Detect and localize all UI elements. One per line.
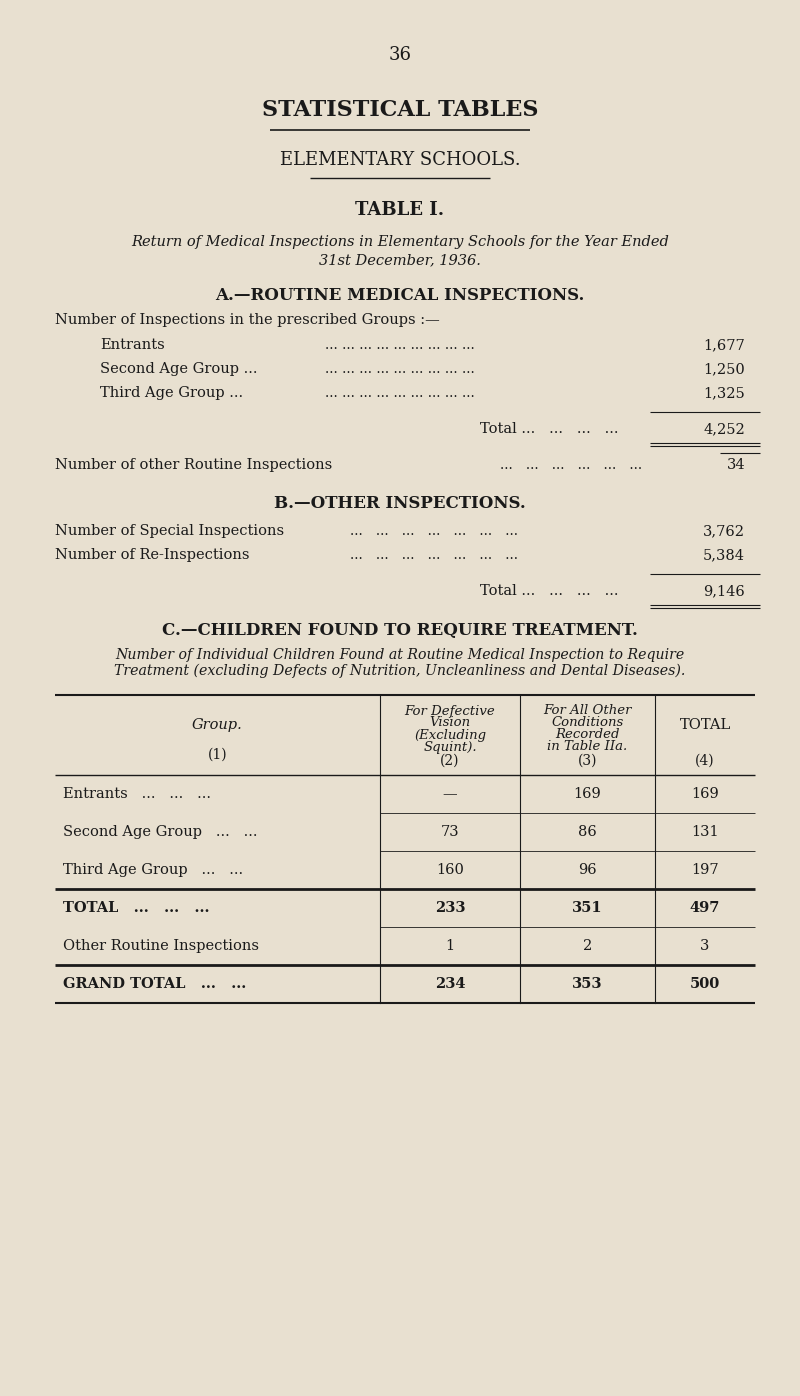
Text: Vision: Vision [430,716,470,730]
Text: 36: 36 [389,46,411,64]
Text: Recorded: Recorded [555,729,620,741]
Text: (Excluding: (Excluding [414,729,486,741]
Text: 96: 96 [578,863,597,877]
Text: Total ...   ...   ...   ...: Total ... ... ... ... [480,584,618,597]
Text: —: — [442,787,458,801]
Text: 500: 500 [690,977,720,991]
Text: STATISTICAL TABLES: STATISTICAL TABLES [262,99,538,121]
Text: in Table IIa.: in Table IIa. [547,740,628,754]
Text: 1: 1 [446,940,454,953]
Text: 197: 197 [691,863,719,877]
Text: ELEMENTARY SCHOOLS.: ELEMENTARY SCHOOLS. [280,151,520,169]
Text: Second Age Group   ...   ...: Second Age Group ... ... [63,825,258,839]
Text: Entrants   ...   ...   ...: Entrants ... ... ... [63,787,211,801]
Text: 3,762: 3,762 [703,524,745,537]
Text: Number of Individual Children Found at Routine Medical Inspection to Require: Number of Individual Children Found at R… [115,648,685,662]
Text: Number of Inspections in the prescribed Groups :—: Number of Inspections in the prescribed … [55,313,440,327]
Text: TOTAL: TOTAL [679,718,730,732]
Text: Squint).: Squint). [423,740,477,754]
Text: 1,250: 1,250 [703,362,745,376]
Text: C.—CHILDREN FOUND TO REQUIRE TREATMENT.: C.—CHILDREN FOUND TO REQUIRE TREATMENT. [162,623,638,639]
Text: 2: 2 [583,940,592,953]
Text: 34: 34 [726,458,745,472]
Text: 234: 234 [434,977,466,991]
Text: ...   ...   ...   ...   ...   ...: ... ... ... ... ... ... [500,458,642,472]
Text: ...   ...   ...   ...   ...   ...   ...: ... ... ... ... ... ... ... [350,549,518,563]
Text: ... ... ... ... ... ... ... ... ...: ... ... ... ... ... ... ... ... ... [325,338,475,352]
Text: 86: 86 [578,825,597,839]
Text: Treatment (excluding Defects of Nutrition, Uncleanliness and Dental Diseases).: Treatment (excluding Defects of Nutritio… [114,664,686,678]
Text: 353: 353 [572,977,602,991]
Text: Return of Medical Inspections in Elementary Schools for the Year Ended: Return of Medical Inspections in Element… [131,235,669,248]
Text: TOTAL   ...   ...   ...: TOTAL ... ... ... [63,900,210,914]
Text: TABLE I.: TABLE I. [355,201,445,219]
Text: Group.: Group. [192,718,243,732]
Text: 497: 497 [690,900,720,914]
Text: ...   ...   ...   ...   ...   ...   ...: ... ... ... ... ... ... ... [350,524,518,537]
Text: 73: 73 [441,825,459,839]
Text: 131: 131 [691,825,719,839]
Text: 3: 3 [700,940,710,953]
Text: 351: 351 [572,900,603,914]
Text: Number of Special Inspections: Number of Special Inspections [55,524,284,537]
Text: (1): (1) [208,748,227,762]
Text: Number of other Routine Inspections: Number of other Routine Inspections [55,458,332,472]
Text: 4,252: 4,252 [703,422,745,436]
Text: B.—OTHER INSPECTIONS.: B.—OTHER INSPECTIONS. [274,494,526,511]
Text: (4): (4) [695,754,715,768]
Text: GRAND TOTAL   ...   ...: GRAND TOTAL ... ... [63,977,246,991]
Text: (2): (2) [440,754,460,768]
Text: Second Age Group ...: Second Age Group ... [100,362,258,376]
Text: Third Age Group   ...   ...: Third Age Group ... ... [63,863,243,877]
Text: Total ...   ...   ...   ...: Total ... ... ... ... [480,422,618,436]
Text: (3): (3) [578,754,598,768]
Text: 169: 169 [691,787,719,801]
Text: 5,384: 5,384 [703,549,745,563]
Text: A.—ROUTINE MEDICAL INSPECTIONS.: A.—ROUTINE MEDICAL INSPECTIONS. [215,286,585,303]
Text: 1,677: 1,677 [703,338,745,352]
Text: Third Age Group ...: Third Age Group ... [100,387,243,401]
Text: For Defective: For Defective [405,705,495,718]
Text: For All Other: For All Other [543,705,632,718]
Text: Entrants: Entrants [100,338,165,352]
Text: 9,146: 9,146 [703,584,745,597]
Text: 169: 169 [574,787,602,801]
Text: 1,325: 1,325 [703,387,745,401]
Text: 31st December, 1936.: 31st December, 1936. [319,253,481,267]
Text: Other Routine Inspections: Other Routine Inspections [63,940,259,953]
Text: ... ... ... ... ... ... ... ... ...: ... ... ... ... ... ... ... ... ... [325,362,475,376]
Text: Conditions: Conditions [551,716,624,730]
Text: Number of Re-Inspections: Number of Re-Inspections [55,549,250,563]
Text: 233: 233 [434,900,466,914]
Text: ... ... ... ... ... ... ... ... ...: ... ... ... ... ... ... ... ... ... [325,387,475,401]
Text: 160: 160 [436,863,464,877]
